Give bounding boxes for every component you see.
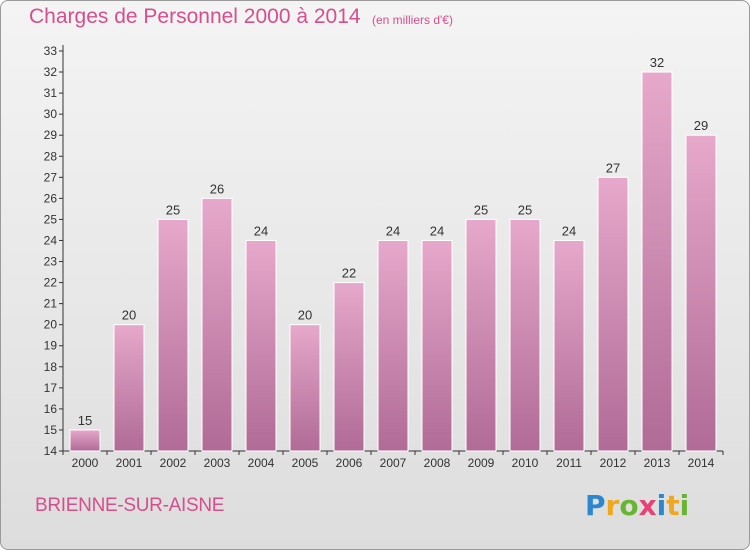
x-tick-label: 2006 <box>336 456 363 470</box>
x-tick-label: 2003 <box>204 456 231 470</box>
logo-letter: P <box>585 489 606 522</box>
bar-2004 <box>245 239 277 452</box>
value-label-2008: 24 <box>430 223 444 238</box>
x-tick-label: 2013 <box>644 456 671 470</box>
bar-2010 <box>509 218 541 452</box>
y-tick-label: 18 <box>44 360 58 374</box>
value-label-2011: 24 <box>562 223 576 238</box>
logo-letter: i <box>656 489 667 522</box>
bar-2005 <box>289 324 321 452</box>
bar-2001 <box>113 324 145 452</box>
logo-letter: i <box>679 489 690 522</box>
y-axis: 14 15 16 17 18 19 20 21 22 23 24 25 26 27 28 29 30 31 32 33 <box>44 44 64 458</box>
y-tick-label: 15 <box>44 423 58 437</box>
x-tick-label: 2001 <box>116 456 143 470</box>
value-label-2009: 25 <box>474 202 488 217</box>
bar-2003 <box>201 197 233 452</box>
bar-2007 <box>377 239 409 452</box>
chart-subtitle: (en milliers d'€) <box>372 13 453 27</box>
commune-name: BRIENNE-SUR-AISNE <box>35 495 225 516</box>
y-tick-label: 26 <box>44 191 58 205</box>
y-tick-label: 19 <box>44 339 58 353</box>
value-label-2006: 22 <box>342 266 356 281</box>
logo-letter: o <box>619 489 639 522</box>
y-tick-label: 20 <box>44 318 58 332</box>
proxiti-logo: Proxiti <box>585 489 689 522</box>
bars <box>69 71 717 452</box>
bar-2009 <box>465 218 497 452</box>
value-label-2013: 32 <box>650 55 664 70</box>
x-tick-label: 2000 <box>72 456 99 470</box>
y-tick-label: 16 <box>44 402 58 416</box>
y-tick-label: 29 <box>44 128 58 142</box>
bar-2012 <box>597 176 629 452</box>
value-label-2012: 27 <box>606 160 620 175</box>
logo-letter: x <box>638 489 657 522</box>
x-tick-label: 2005 <box>292 456 319 470</box>
x-tick-label: 2009 <box>468 456 495 470</box>
bar-2011 <box>553 239 585 452</box>
chart-title: Charges de Personnel 2000 à 2014 <box>29 5 361 28</box>
value-label-2000: 15 <box>78 413 92 428</box>
bar-2006 <box>333 282 365 452</box>
value-label-2001: 20 <box>122 308 136 323</box>
x-tick-label: 2010 <box>512 456 539 470</box>
x-tick-label: 2012 <box>600 456 627 470</box>
y-tick-label: 27 <box>44 170 58 184</box>
x-axis: 2000 2001 2002 2003 2004 2005 2006 2007 2008 2009… <box>62 450 724 470</box>
value-label-2004: 24 <box>254 223 268 238</box>
logo-letter: r <box>605 489 620 522</box>
bar-2013 <box>641 71 673 452</box>
value-label-2010: 25 <box>518 202 532 217</box>
y-tick-label: 30 <box>44 107 58 121</box>
x-tick-label: 2014 <box>688 456 715 470</box>
x-tick-label: 2007 <box>380 456 407 470</box>
y-tick-label: 22 <box>44 276 58 290</box>
y-tick-label: 32 <box>44 65 58 79</box>
y-tick-label: 28 <box>44 149 58 163</box>
value-label-2007: 24 <box>386 223 400 238</box>
x-tick-label: 2002 <box>160 456 187 470</box>
y-tick-label: 33 <box>44 44 58 58</box>
value-label-2002: 25 <box>166 202 180 217</box>
y-tick-label: 23 <box>44 255 58 269</box>
bar-2008 <box>421 239 453 452</box>
y-tick-label: 14 <box>44 444 58 458</box>
value-label-2005: 20 <box>298 308 312 323</box>
logo-letter: t <box>666 489 680 522</box>
x-tick-label: 2004 <box>248 456 275 470</box>
value-label-2014: 29 <box>694 118 708 133</box>
y-tick-label: 24 <box>44 233 58 247</box>
bar-2002 <box>157 218 189 452</box>
bar-2000 <box>69 429 101 452</box>
y-tick-label: 25 <box>44 212 58 226</box>
bar-2014 <box>685 134 717 452</box>
value-label-2003: 26 <box>210 181 224 196</box>
y-tick-label: 17 <box>44 381 58 395</box>
y-tick-label: 31 <box>44 86 58 100</box>
y-tick-label: 21 <box>44 297 58 311</box>
x-tick-label: 2008 <box>424 456 451 470</box>
x-tick-label: 2011 <box>556 456 582 470</box>
value-labels: 15 20 25 26 24 20 22 24 24 25 25 24 27 32 29 <box>78 55 708 428</box>
